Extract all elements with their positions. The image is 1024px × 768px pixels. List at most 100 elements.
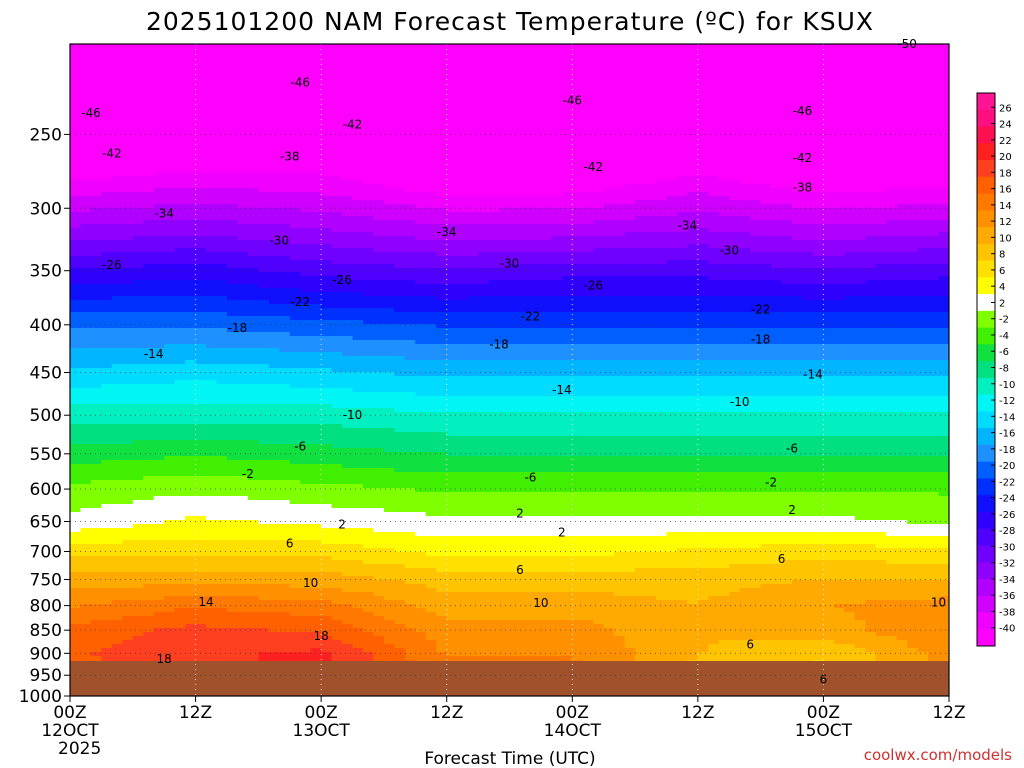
temperature-cell: [446, 472, 458, 493]
temperature-cell: [938, 536, 949, 549]
temperature-cell: [143, 632, 155, 665]
temperature-cell: [457, 396, 469, 413]
temperature-cell: [467, 492, 479, 517]
contour-label: 2: [516, 506, 524, 520]
temperature-cell: [363, 488, 375, 509]
contour-label: 2: [788, 503, 796, 517]
temperature-cell: [760, 376, 772, 397]
temperature-cell: [739, 640, 751, 665]
temperature-cell: [708, 456, 720, 473]
temperature-cell: [561, 252, 573, 265]
temperature-cell: [687, 44, 699, 177]
temperature-cell: [457, 436, 469, 457]
temperature-cell: [624, 648, 636, 665]
colorbar-label: 22: [999, 136, 1012, 147]
temperature-cell: [551, 236, 563, 253]
temperature-cell: [174, 312, 186, 329]
temperature-cell: [331, 292, 343, 309]
temperature-cell: [676, 516, 688, 533]
temperature-cell: [394, 624, 406, 649]
temperature-cell: [896, 296, 908, 313]
temperature-cell: [101, 284, 113, 301]
temperature-cell: [164, 328, 176, 345]
temperature-cell: [802, 640, 814, 665]
temperature-cell: [603, 360, 615, 377]
temperature-cell: [614, 456, 626, 473]
temperature-cell: [226, 44, 239, 173]
temperature-cell: [875, 264, 887, 281]
temperature-cell: [519, 360, 532, 377]
temperature-cell: [279, 172, 291, 193]
temperature-cell: [739, 312, 751, 329]
temperature-cell: [226, 188, 239, 205]
temperature-cell: [404, 472, 416, 489]
temperature-cell: [509, 328, 521, 345]
temperature-cell: [928, 456, 940, 473]
temperature-cell: [656, 44, 668, 181]
temperature-cell: [739, 376, 751, 397]
colorbar-label: -22: [999, 477, 1015, 488]
temperature-cell: [833, 192, 845, 209]
temperature-cell: [70, 532, 82, 545]
temperature-cell: [729, 640, 741, 665]
temperature-cell: [823, 328, 835, 345]
temperature-cell: [90, 556, 102, 573]
temperature-cell: [206, 476, 218, 497]
temperature-cell: [854, 492, 866, 521]
temperature-cell: [687, 296, 699, 313]
temperature-cell: [111, 620, 123, 645]
temperature-cell: [111, 460, 123, 481]
temperature-cell: [624, 328, 636, 345]
temperature-cell: [708, 412, 720, 437]
temperature-cell: [896, 472, 908, 493]
colorbar-swatch: [977, 277, 995, 295]
temperature-cell: [792, 284, 804, 297]
temperature-cell: [582, 376, 594, 397]
temperature-cell: [676, 568, 688, 601]
temperature-cell: [572, 412, 584, 437]
temperature-cell: [582, 360, 594, 377]
temperature-cell: [310, 588, 322, 601]
temperature-cell: [561, 360, 573, 377]
temperature-cell: [603, 516, 615, 537]
temperature-cell: [781, 312, 793, 329]
temperature-cell: [206, 572, 218, 585]
temperature-cell: [823, 284, 835, 301]
temperature-cell: [729, 436, 741, 457]
temperature-cell: [614, 636, 626, 665]
temperature-cell: [404, 452, 416, 473]
temperature-cell: [697, 344, 709, 361]
temperature-cell: [624, 220, 636, 233]
temperature-cell: [823, 640, 835, 665]
temperature-cell: [352, 44, 364, 181]
temperature-cell: [865, 296, 877, 313]
temperature-cell: [226, 476, 239, 497]
temperature-cell: [865, 544, 877, 561]
temperature-cell: [886, 492, 898, 521]
temperature-cell: [540, 280, 552, 297]
temperature-cell: [938, 44, 949, 189]
colorbar-label: -24: [999, 494, 1015, 505]
temperature-cell: [938, 296, 949, 313]
temperature-cell: [771, 456, 783, 473]
temperature-cell: [896, 44, 908, 189]
temperature-cell: [300, 260, 312, 277]
temperature-cell: [687, 604, 699, 661]
temperature-cell: [676, 412, 688, 437]
temperature-cell: [216, 520, 228, 541]
temperature-cell: [300, 320, 312, 337]
colorbar-swatch: [977, 444, 995, 463]
temperature-cell: [478, 268, 490, 285]
temperature-cell: [310, 352, 322, 369]
temperature-cell: [551, 360, 563, 377]
temperature-cell: [907, 536, 919, 549]
temperature-cell: [530, 208, 542, 225]
temperature-cell: [530, 224, 542, 241]
temperature-cell: [509, 208, 521, 225]
temperature-cell: [886, 376, 898, 397]
temperature-cell: [111, 424, 123, 445]
temperature-cell: [195, 596, 207, 609]
temperature-cell: [875, 312, 887, 329]
temperature-cell: [760, 252, 772, 265]
temperature-cell: [174, 344, 186, 365]
